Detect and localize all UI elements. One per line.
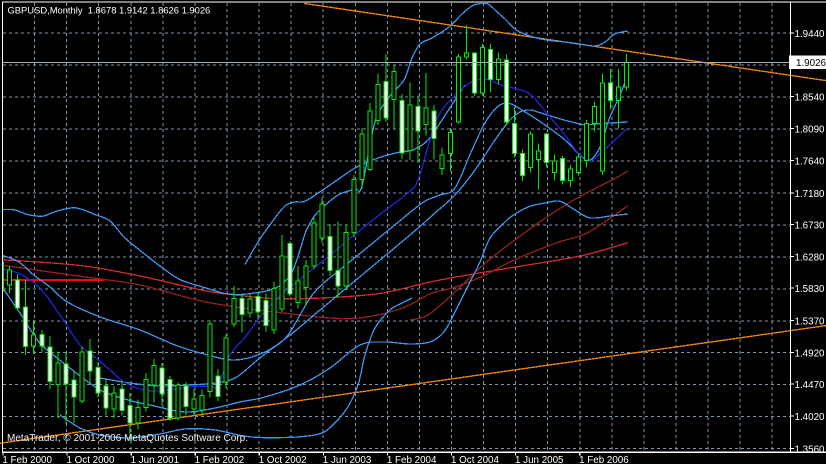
svg-text:1 Feb 2006: 1 Feb 2006 — [579, 455, 629, 464]
svg-text:1.5830: 1.5830 — [795, 284, 826, 295]
svg-text:1.4920: 1.4920 — [795, 348, 826, 359]
svg-text:1 Feb 2000: 1 Feb 2000 — [2, 455, 52, 464]
svg-text:MetaTrader, © 2001-2006 MetaQu: MetaTrader, © 2001-2006 MetaQuotes Softw… — [7, 433, 248, 444]
svg-text:1.7180: 1.7180 — [795, 189, 826, 200]
svg-text:1 Oct 2004: 1 Oct 2004 — [451, 455, 499, 464]
svg-text:1.4020: 1.4020 — [795, 412, 826, 423]
svg-text:1 Oct 2002: 1 Oct 2002 — [259, 455, 307, 464]
svg-text:1 Jun 2003: 1 Jun 2003 — [323, 455, 372, 464]
svg-text:1.6730: 1.6730 — [795, 221, 826, 232]
svg-text:1.5370: 1.5370 — [795, 317, 826, 328]
svg-text:1 Jun 2005: 1 Jun 2005 — [515, 455, 564, 464]
svg-text:GBPUSD,Monthly 1.8678 1.9142: GBPUSD,Monthly 1.8678 1.9142 1.8626 1.90… — [8, 4, 211, 15]
svg-text:1.3560: 1.3560 — [795, 444, 826, 455]
svg-text:1.8540: 1.8540 — [795, 93, 826, 104]
svg-text:1.4470: 1.4470 — [795, 380, 826, 391]
svg-text:1 Oct 2000: 1 Oct 2000 — [67, 455, 115, 464]
svg-text:1.7640: 1.7640 — [795, 156, 826, 167]
svg-text:1 Feb 2002: 1 Feb 2002 — [195, 455, 245, 464]
svg-text:1.9440: 1.9440 — [795, 29, 826, 40]
svg-text:1.9026: 1.9026 — [796, 58, 826, 69]
svg-text:1.8090: 1.8090 — [795, 125, 826, 136]
svg-text:1 Feb 2004: 1 Feb 2004 — [387, 455, 437, 464]
svg-text:1.6280: 1.6280 — [795, 252, 826, 263]
svg-text:1 Jun 2001: 1 Jun 2001 — [131, 455, 179, 464]
